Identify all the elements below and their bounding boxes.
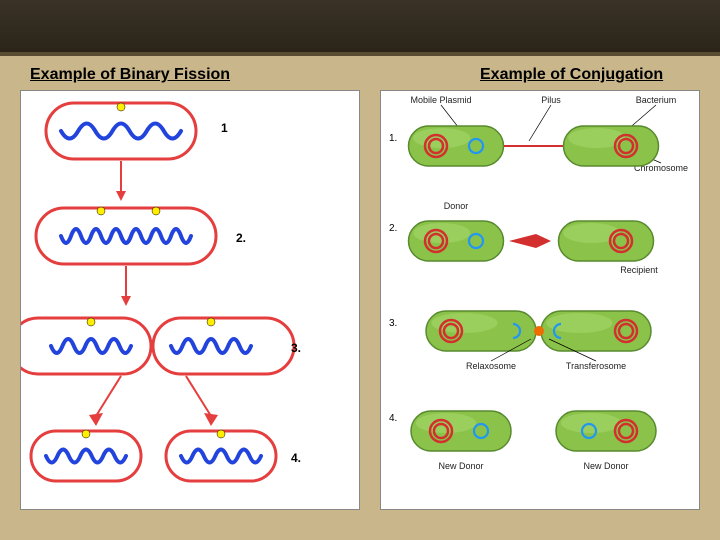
panels: 1 2. 3. 4. Mobile PlasmidPilusBacteriumC… [0, 90, 720, 510]
svg-text:Relaxosome: Relaxosome [466, 361, 516, 371]
fission-step-2: 2. [236, 231, 246, 245]
svg-text:Bacterium: Bacterium [636, 95, 677, 105]
svg-text:New Donor: New Donor [438, 461, 483, 471]
title-fission: Example of Binary Fission [30, 66, 360, 84]
svg-text:Transferosome: Transferosome [566, 361, 626, 371]
conjugation-panel: Mobile PlasmidPilusBacteriumChromosome1.… [380, 90, 700, 510]
title-conjugation: Example of Conjugation [440, 66, 690, 84]
fission-step-4: 4. [291, 451, 301, 465]
svg-text:4.: 4. [389, 413, 397, 424]
titles-row: Example of Binary Fission Example of Con… [0, 56, 720, 90]
fission-step-3: 3. [291, 341, 301, 355]
fission-panel: 1 2. 3. 4. [20, 90, 360, 510]
svg-text:Pilus: Pilus [541, 95, 561, 105]
conjugation-diagram: Mobile PlasmidPilusBacteriumChromosome1.… [381, 91, 701, 511]
svg-text:3.: 3. [389, 318, 397, 329]
svg-text:Recipient: Recipient [620, 265, 658, 275]
svg-text:1.: 1. [389, 133, 397, 144]
svg-text:2.: 2. [389, 223, 397, 234]
svg-text:Mobile Plasmid: Mobile Plasmid [410, 95, 471, 105]
svg-text:New Donor: New Donor [583, 461, 628, 471]
svg-text:Donor: Donor [444, 201, 469, 211]
header-bar [0, 0, 720, 56]
fission-diagram [21, 91, 361, 511]
fission-step-1: 1 [221, 121, 228, 135]
